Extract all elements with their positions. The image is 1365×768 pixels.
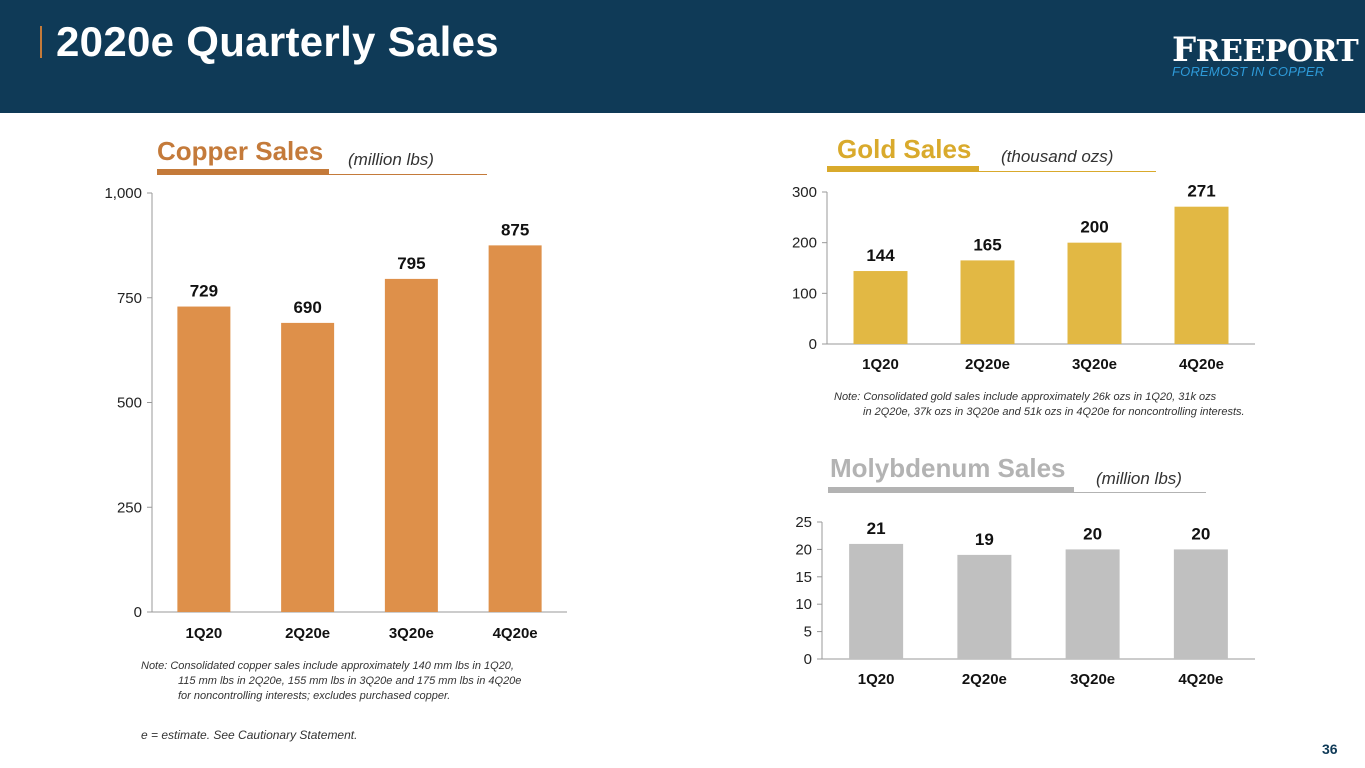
moly-title-rule: [1074, 492, 1206, 493]
moly-data-label: 21: [867, 519, 886, 538]
copper-category-label: 2Q20e: [285, 625, 330, 642]
moly-y-tick-label: 15: [795, 569, 812, 586]
gold-data-label: 271: [1187, 182, 1215, 201]
gold-note-line-2: in 2Q20e, 37k ozs in 3Q20e and 51k ozs i…: [863, 406, 1245, 418]
copper-category-label: 4Q20e: [493, 625, 538, 642]
header-bar: 2020e Quarterly Sales FREEPORT FOREMOST …: [0, 0, 1365, 113]
copper-y-tick-label: 750: [117, 290, 142, 307]
moly-y-tick-label: 25: [795, 514, 812, 531]
logo-initial: F: [1172, 30, 1196, 70]
copper-y-tick-label: 500: [117, 395, 142, 412]
gold-bar: [1067, 242, 1122, 344]
gold-category-label: 3Q20e: [1072, 356, 1117, 373]
copper-note-line-2: 115 mm lbs in 2Q20e, 155 mm lbs in 3Q20e…: [178, 675, 522, 687]
gold-data-label: 200: [1080, 218, 1108, 237]
gold-note-line-1: Note: Consolidated gold sales include ap…: [834, 391, 1217, 403]
copper-chart-title: Copper Sales: [157, 136, 324, 166]
copper-title-rule: [329, 174, 487, 175]
gold-note: Note: Consolidated gold sales include ap…: [834, 390, 1245, 420]
gold-bar: [1174, 206, 1229, 344]
copper-y-tick-label: 1,000: [104, 185, 142, 202]
gold-chart-unit: (thousand ozs): [1001, 147, 1114, 166]
copper-note-line-3: for noncontrolling interests; excludes p…: [178, 690, 451, 702]
copper-data-label: 690: [293, 298, 321, 317]
gold-data-label: 165: [973, 235, 1001, 254]
copper-chart-unit: (million lbs): [348, 150, 434, 169]
copper-data-label: 729: [190, 282, 218, 301]
gold-bar: [960, 260, 1015, 344]
gold-y-tick-label: 0: [809, 336, 817, 353]
company-logo-name: FREEPORT: [1172, 30, 1359, 70]
copper-y-tick-label: 0: [134, 604, 142, 621]
moly-bar: [849, 543, 904, 659]
copper-data-label: 875: [501, 220, 529, 239]
moly-data-label: 20: [1191, 524, 1210, 543]
moly-y-tick-label: 0: [804, 651, 812, 668]
gold-category-label: 4Q20e: [1179, 356, 1224, 373]
gold-bar: [853, 271, 908, 344]
copper-note-line-1: Note: Consolidated copper sales include …: [141, 660, 514, 672]
moly-bar: [1173, 549, 1228, 659]
logo-rest: REEPORT: [1195, 34, 1359, 69]
estimate-footnote: e = estimate. See Cautionary Statement.: [141, 728, 358, 742]
moly-data-label: 20: [1083, 524, 1102, 543]
copper-bar: [281, 322, 335, 612]
gold-category-label: 2Q20e: [965, 356, 1010, 373]
copper-bar: [384, 278, 438, 612]
page-title: 2020e Quarterly Sales: [56, 18, 499, 65]
copper-y-tick-label: 250: [117, 499, 142, 516]
gold-y-tick-label: 300: [792, 184, 817, 201]
moly-y-tick-label: 10: [795, 596, 812, 613]
gold-y-tick-label: 100: [792, 285, 817, 302]
copper-bar: [488, 245, 542, 612]
moly-category-label: 3Q20e: [1070, 671, 1115, 688]
copper-category-label: 3Q20e: [389, 625, 434, 642]
copper-note: Note: Consolidated copper sales include …: [141, 659, 521, 704]
gold-title-rule: [979, 171, 1156, 172]
copper-title-underline: [157, 169, 329, 175]
moly-chart-title: Molybdenum Sales: [830, 453, 1066, 483]
copper-category-label: 1Q20: [186, 625, 223, 642]
copper-data-label: 795: [397, 254, 425, 273]
moly-y-tick-label: 5: [804, 624, 812, 641]
moly-category-label: 2Q20e: [962, 671, 1007, 688]
title-accent: [40, 26, 42, 58]
gold-y-tick-label: 200: [792, 235, 817, 252]
moly-title-underline: [828, 487, 1074, 493]
gold-category-label: 1Q20: [862, 356, 899, 373]
company-logo-tagline: FOREMOST IN COPPER: [1172, 64, 1325, 79]
moly-chart-unit: (million lbs): [1096, 469, 1182, 488]
copper-bar: [177, 306, 231, 612]
gold-chart-title: Gold Sales: [837, 134, 972, 164]
moly-category-label: 1Q20: [858, 671, 895, 688]
moly-y-tick-label: 20: [795, 541, 812, 558]
gold-title-underline: [827, 166, 979, 172]
moly-bar: [1065, 549, 1120, 659]
gold-data-label: 144: [866, 246, 895, 265]
moly-category-label: 4Q20e: [1178, 671, 1223, 688]
moly-data-label: 19: [975, 530, 994, 549]
moly-bar: [957, 554, 1012, 659]
page-number: 36: [1322, 741, 1338, 757]
